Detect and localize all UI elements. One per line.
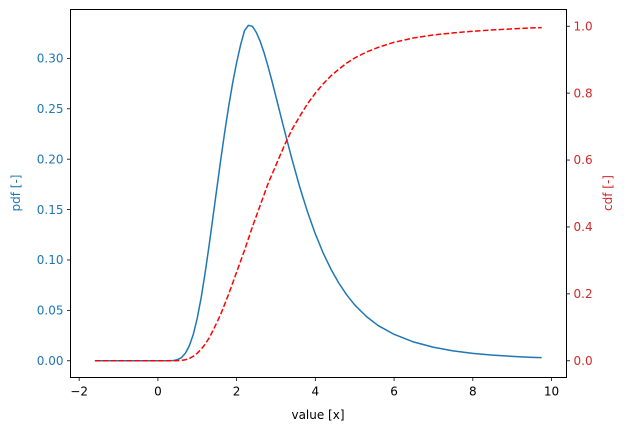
right-y-tick-label: 1.0	[574, 19, 593, 33]
left-y-tick-label: 0.05	[37, 304, 64, 318]
right-y-axis-label: cdf [-]	[601, 175, 615, 211]
left-y-tick-label: 0.20	[37, 152, 64, 166]
x-tick-label: 10	[544, 385, 559, 399]
left-y-tick-label: 0.00	[37, 354, 64, 368]
right-y-tick-label: 0.0	[574, 354, 593, 368]
pdf-series	[94, 24, 542, 362]
left-y-axis-ticks: 0.00 0.05 0.10 0.15 0.20 0.25 0.30	[37, 52, 71, 368]
right-y-tick-label: 0.4	[574, 220, 593, 234]
cdf-series	[94, 26, 542, 362]
left-y-tick-label: 0.30	[37, 52, 64, 66]
pdf-line	[94, 24, 542, 362]
right-y-tick-label: 0.8	[574, 86, 593, 100]
x-tick-label: 0	[154, 385, 162, 399]
left-y-tick-label: 0.15	[37, 203, 64, 217]
x-tick-label: 6	[390, 385, 398, 399]
right-y-tick-label: 0.6	[574, 153, 593, 167]
right-y-axis-ticks: 0.0 0.2 0.4 0.6 0.8 1.0	[566, 19, 593, 368]
x-axis-ticks: −2 0 2 4 6 8 10	[70, 377, 559, 399]
plot-frame	[70, 9, 567, 378]
x-tick-label: 2	[233, 385, 241, 399]
left-y-axis-label: pdf [-]	[9, 175, 23, 212]
x-tick-label: 4	[312, 385, 320, 399]
right-y-tick-label: 0.2	[574, 287, 593, 301]
left-y-tick-label: 0.25	[37, 102, 64, 116]
x-axis-label: value [x]	[291, 408, 344, 422]
left-y-tick-label: 0.10	[37, 253, 64, 267]
x-tick-label: −2	[70, 385, 88, 399]
x-tick-label: 8	[469, 385, 477, 399]
cdf-line	[94, 26, 542, 362]
